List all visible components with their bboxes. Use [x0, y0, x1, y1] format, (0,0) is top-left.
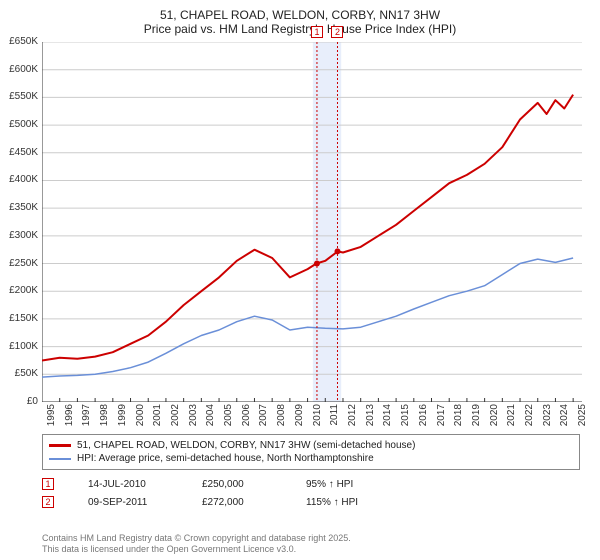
x-tick-label: 2001: [152, 404, 163, 434]
x-tick-label: 2011: [329, 404, 340, 434]
y-tick-label: £250K: [0, 258, 38, 269]
chart-plot: [42, 42, 582, 402]
sale-date: 14-JUL-2010: [88, 479, 188, 490]
y-tick-label: £650K: [0, 36, 38, 47]
chart-area: £0£50K£100K£150K£200K£250K£300K£350K£400…: [42, 42, 582, 402]
sale-badge: 1: [42, 478, 54, 490]
x-tick-label: 2022: [524, 404, 535, 434]
x-tick-label: 2014: [382, 404, 393, 434]
x-tick-label: 2003: [188, 404, 199, 434]
sale-badge: 2: [42, 496, 54, 508]
x-tick-label: 2020: [489, 404, 500, 434]
legend-label: HPI: Average price, semi-detached house,…: [77, 453, 374, 464]
x-tick-label: 2002: [170, 404, 181, 434]
sale-row: 1 14-JUL-2010 £250,000 95% ↑ HPI: [42, 478, 580, 490]
x-tick-label: 2013: [365, 404, 376, 434]
x-tick-label: 2006: [241, 404, 252, 434]
x-tick-label: 2023: [542, 404, 553, 434]
x-tick-label: 2008: [276, 404, 287, 434]
x-tick-label: 2017: [436, 404, 447, 434]
x-tick-label: 2024: [559, 404, 570, 434]
x-tick-label: 2025: [577, 404, 588, 434]
sale-price: £250,000: [202, 479, 292, 490]
x-tick-label: 1998: [99, 404, 110, 434]
sale-row: 2 09-SEP-2011 £272,000 115% ↑ HPI: [42, 496, 580, 508]
x-tick-label: 2010: [312, 404, 323, 434]
footer-line1: Contains HM Land Registry data © Crown c…: [42, 533, 351, 545]
footer-line2: This data is licensed under the Open Gov…: [42, 544, 351, 556]
y-tick-label: £150K: [0, 313, 38, 324]
sale-hpi-pct: 115% ↑ HPI: [306, 497, 358, 508]
x-tick-label: 2004: [205, 404, 216, 434]
legend-row: HPI: Average price, semi-detached house,…: [49, 452, 573, 465]
y-tick-label: £550K: [0, 91, 38, 102]
x-tick-label: 2021: [506, 404, 517, 434]
x-tick-label: 2012: [347, 404, 358, 434]
y-tick-label: £600K: [0, 64, 38, 75]
x-tick-label: 1995: [46, 404, 57, 434]
x-tick-label: 1996: [64, 404, 75, 434]
sale-marker-badge: 2: [331, 26, 343, 38]
y-tick-label: £50K: [0, 368, 38, 379]
legend-label: 51, CHAPEL ROAD, WELDON, CORBY, NN17 3HW…: [77, 440, 415, 451]
footer-text: Contains HM Land Registry data © Crown c…: [42, 533, 351, 556]
y-tick-label: £300K: [0, 230, 38, 241]
legend-swatch: [49, 458, 71, 460]
x-tick-label: 1997: [81, 404, 92, 434]
y-axis-labels: £0 £50K £100K £150K £200K £250K £300K £350K £400…: [0, 36, 40, 408]
y-tick-label: £200K: [0, 285, 38, 296]
y-tick-label: £400K: [0, 174, 38, 185]
y-tick-label: £450K: [0, 147, 38, 158]
x-tick-label: 2009: [294, 404, 305, 434]
title-address: 51, CHAPEL ROAD, WELDON, CORBY, NN17 3HW: [10, 8, 590, 22]
title-block: 51, CHAPEL ROAD, WELDON, CORBY, NN17 3HW…: [0, 0, 600, 40]
y-tick-label: £350K: [0, 202, 38, 213]
x-tick-label: 2016: [418, 404, 429, 434]
x-tick-label: 2015: [400, 404, 411, 434]
x-tick-label: 1999: [117, 404, 128, 434]
x-tick-label: 2018: [453, 404, 464, 434]
sale-marker-badge: 1: [311, 26, 323, 38]
x-tick-label: 2005: [223, 404, 234, 434]
y-tick-label: £500K: [0, 119, 38, 130]
y-tick-label: £0: [0, 396, 38, 407]
sale-hpi-pct: 95% ↑ HPI: [306, 479, 353, 490]
sale-price: £272,000: [202, 497, 292, 508]
x-tick-label: 2000: [135, 404, 146, 434]
legend-swatch: [49, 444, 71, 447]
x-tick-label: 2019: [471, 404, 482, 434]
sale-date: 09-SEP-2011: [88, 497, 188, 508]
chart-container: 51, CHAPEL ROAD, WELDON, CORBY, NN17 3HW…: [0, 0, 600, 560]
title-subtitle: Price paid vs. HM Land Registry's House …: [10, 22, 590, 36]
legend-row: 51, CHAPEL ROAD, WELDON, CORBY, NN17 3HW…: [49, 439, 573, 452]
y-tick-label: £100K: [0, 341, 38, 352]
x-tick-label: 2007: [258, 404, 269, 434]
legend-box: 51, CHAPEL ROAD, WELDON, CORBY, NN17 3HW…: [42, 434, 580, 470]
